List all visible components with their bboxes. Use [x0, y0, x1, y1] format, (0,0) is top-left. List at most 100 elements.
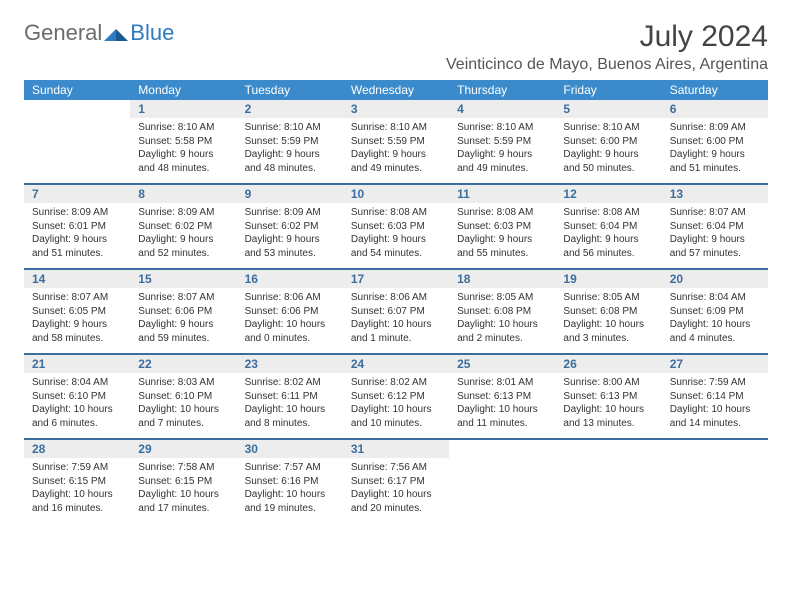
day-number: 4 — [449, 100, 555, 118]
day-sunrise: Sunrise: 8:02 AM — [245, 376, 335, 390]
day-sunset: Sunset: 6:01 PM — [32, 220, 122, 234]
day-sunrise: Sunrise: 8:08 AM — [457, 206, 547, 220]
weekday-header: Thursday — [449, 80, 555, 100]
day-sunset: Sunset: 5:59 PM — [245, 135, 335, 149]
calendar-cell: 15Sunrise: 8:07 AMSunset: 6:06 PMDayligh… — [130, 269, 236, 354]
calendar-cell: 28Sunrise: 7:59 AMSunset: 6:15 PMDayligh… — [24, 439, 130, 523]
calendar-week-row: 14Sunrise: 8:07 AMSunset: 6:05 PMDayligh… — [24, 269, 768, 354]
day-sunset: Sunset: 6:03 PM — [457, 220, 547, 234]
day-details: Sunrise: 8:03 AMSunset: 6:10 PMDaylight:… — [130, 373, 236, 438]
calendar-cell: 24Sunrise: 8:02 AMSunset: 6:12 PMDayligh… — [343, 354, 449, 439]
day-number: 10 — [343, 185, 449, 203]
day-sunset: Sunset: 6:07 PM — [351, 305, 441, 319]
calendar-cell: .. — [555, 439, 661, 523]
day-details: Sunrise: 8:02 AMSunset: 6:11 PMDaylight:… — [237, 373, 343, 438]
day-sunrise: Sunrise: 8:00 AM — [563, 376, 653, 390]
calendar-cell: 26Sunrise: 8:00 AMSunset: 6:13 PMDayligh… — [555, 354, 661, 439]
day-details: Sunrise: 8:10 AMSunset: 5:59 PMDaylight:… — [343, 118, 449, 183]
day-daylight2: and 11 minutes. — [457, 417, 547, 431]
day-sunset: Sunset: 5:59 PM — [457, 135, 547, 149]
day-number: 7 — [24, 185, 130, 203]
day-daylight2: and 51 minutes. — [670, 162, 760, 176]
day-sunrise: Sunrise: 8:07 AM — [32, 291, 122, 305]
day-sunrise: Sunrise: 7:58 AM — [138, 461, 228, 475]
day-daylight1: Daylight: 9 hours — [245, 233, 335, 247]
day-sunset: Sunset: 6:02 PM — [245, 220, 335, 234]
day-daylight2: and 1 minute. — [351, 332, 441, 346]
day-sunset: Sunset: 6:00 PM — [563, 135, 653, 149]
day-daylight2: and 17 minutes. — [138, 502, 228, 516]
day-daylight1: Daylight: 9 hours — [457, 233, 547, 247]
weekday-header-row: SundayMondayTuesdayWednesdayThursdayFrid… — [24, 80, 768, 100]
day-sunrise: Sunrise: 8:02 AM — [351, 376, 441, 390]
day-daylight1: Daylight: 10 hours — [32, 488, 122, 502]
day-number: 21 — [24, 355, 130, 373]
day-number: 15 — [130, 270, 236, 288]
day-sunrise: Sunrise: 7:59 AM — [670, 376, 760, 390]
day-number: 30 — [237, 440, 343, 458]
day-daylight1: Daylight: 10 hours — [351, 403, 441, 417]
day-sunrise: Sunrise: 8:08 AM — [563, 206, 653, 220]
day-sunrise: Sunrise: 8:04 AM — [670, 291, 760, 305]
day-daylight1: Daylight: 10 hours — [563, 318, 653, 332]
calendar-cell: 11 Sunrise: 8:08 AMSunset: 6:03 PMDayligh… — [449, 184, 555, 269]
day-details: Sunrise: 8:07 AMSunset: 6:05 PMDaylight:… — [24, 288, 130, 353]
day-details: Sunrise: 7:58 AMSunset: 6:15 PMDaylight:… — [130, 458, 236, 523]
day-details: Sunrise: 8:10 AMSunset: 5:59 PMDaylight:… — [449, 118, 555, 183]
day-details: Sunrise: 8:08 AMSunset: 6:03 PMDaylight:… — [343, 203, 449, 268]
day-sunrise: Sunrise: 8:03 AM — [138, 376, 228, 390]
day-sunset: Sunset: 6:10 PM — [138, 390, 228, 404]
day-sunrise: Sunrise: 8:10 AM — [457, 121, 547, 135]
day-details: Sunrise: 8:00 AMSunset: 6:13 PMDaylight:… — [555, 373, 661, 438]
weekday-header: Friday — [555, 80, 661, 100]
calendar-cell: 22Sunrise: 8:03 AMSunset: 6:10 PMDayligh… — [130, 354, 236, 439]
day-number: 9 — [237, 185, 343, 203]
day-daylight1: Daylight: 9 hours — [351, 148, 441, 162]
day-sunrise: Sunrise: 8:05 AM — [457, 291, 547, 305]
day-daylight1: Daylight: 10 hours — [32, 403, 122, 417]
day-sunset: Sunset: 6:08 PM — [563, 305, 653, 319]
day-sunrise: Sunrise: 8:01 AM — [457, 376, 547, 390]
day-number: 8 — [130, 185, 236, 203]
day-details: Sunrise: 7:59 AMSunset: 6:14 PMDaylight:… — [662, 373, 768, 438]
day-details: Sunrise: 7:56 AMSunset: 6:17 PMDaylight:… — [343, 458, 449, 523]
day-sunset: Sunset: 5:59 PM — [351, 135, 441, 149]
day-sunset: Sunset: 5:58 PM — [138, 135, 228, 149]
day-daylight2: and 51 minutes. — [32, 247, 122, 261]
calendar-week-row: 28Sunrise: 7:59 AMSunset: 6:15 PMDayligh… — [24, 439, 768, 523]
day-daylight2: and 3 minutes. — [563, 332, 653, 346]
day-sunset: Sunset: 6:15 PM — [138, 475, 228, 489]
day-number: 27 — [662, 355, 768, 373]
day-sunrise: Sunrise: 8:07 AM — [138, 291, 228, 305]
logo: General Blue — [24, 20, 174, 46]
calendar-cell: 4Sunrise: 8:10 AMSunset: 5:59 PMDaylight… — [449, 100, 555, 184]
day-details: Sunrise: 8:10 AMSunset: 5:58 PMDaylight:… — [130, 118, 236, 183]
calendar-week-row: 7Sunrise: 8:09 AMSunset: 6:01 PMDaylight… — [24, 184, 768, 269]
day-details: Sunrise: 8:05 AMSunset: 6:08 PMDaylight:… — [555, 288, 661, 353]
day-sunrise: Sunrise: 7:57 AM — [245, 461, 335, 475]
day-daylight1: Daylight: 10 hours — [670, 318, 760, 332]
calendar-cell: 14Sunrise: 8:07 AMSunset: 6:05 PMDayligh… — [24, 269, 130, 354]
day-sunset: Sunset: 6:08 PM — [457, 305, 547, 319]
day-sunrise: Sunrise: 8:09 AM — [32, 206, 122, 220]
day-details: Sunrise: 8:09 AMSunset: 6:00 PMDaylight:… — [662, 118, 768, 183]
day-daylight1: Daylight: 9 hours — [670, 233, 760, 247]
day-details: Sunrise: 8:10 AMSunset: 5:59 PMDaylight:… — [237, 118, 343, 183]
calendar-cell: 16Sunrise: 8:06 AMSunset: 6:06 PMDayligh… — [237, 269, 343, 354]
calendar-cell: 7Sunrise: 8:09 AMSunset: 6:01 PMDaylight… — [24, 184, 130, 269]
day-daylight2: and 59 minutes. — [138, 332, 228, 346]
calendar-cell: 21 Sunrise: 8:04 AMSunset: 6:10 PMDayligh… — [24, 354, 130, 439]
day-sunset: Sunset: 6:10 PM — [32, 390, 122, 404]
day-daylight1: Daylight: 10 hours — [351, 488, 441, 502]
logo-text-blue: Blue — [130, 20, 174, 46]
calendar-cell: 12Sunrise: 8:08 AMSunset: 6:04 PMDayligh… — [555, 184, 661, 269]
day-sunrise: Sunrise: 8:09 AM — [138, 206, 228, 220]
calendar-body: ..1Sunrise: 8:10 AMSunset: 5:58 PMDaylig… — [24, 100, 768, 523]
day-sunset: Sunset: 6:06 PM — [138, 305, 228, 319]
calendar-cell: 8Sunrise: 8:09 AMSunset: 6:02 PMDaylight… — [130, 184, 236, 269]
day-sunrise: Sunrise: 8:04 AM — [32, 376, 122, 390]
day-number: 11 — [449, 185, 555, 203]
day-number: 19 — [555, 270, 661, 288]
day-number: 28 — [24, 440, 130, 458]
day-daylight2: and 8 minutes. — [245, 417, 335, 431]
